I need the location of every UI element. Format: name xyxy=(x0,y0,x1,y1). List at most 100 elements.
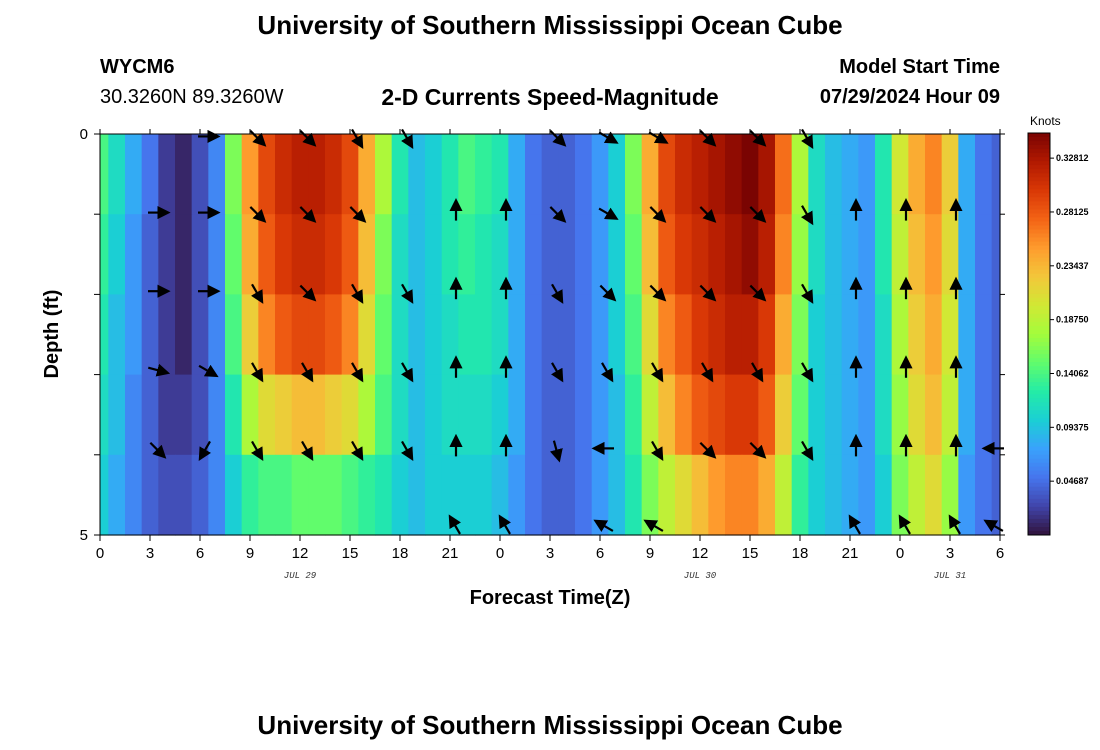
heatmap-cell xyxy=(458,374,476,456)
heatmap-cell xyxy=(658,134,676,215)
heatmap-cell xyxy=(575,134,593,215)
colorbar-segment xyxy=(1028,374,1050,379)
heatmap-cell xyxy=(258,214,276,295)
heatmap-cell xyxy=(908,294,926,376)
heatmap-cell xyxy=(641,214,659,295)
heatmap-cell xyxy=(541,294,559,376)
heatmap-cell xyxy=(975,134,993,215)
heatmap-cell xyxy=(341,294,359,376)
current-arrow xyxy=(650,440,664,462)
colorbar-segment xyxy=(1028,414,1050,419)
heatmap-cell xyxy=(958,214,976,295)
heatmap-cell xyxy=(208,214,226,295)
current-arrow xyxy=(598,207,619,220)
current-arrow xyxy=(800,440,814,462)
current-arrow xyxy=(400,128,414,150)
heatmap-cell xyxy=(575,374,593,456)
heatmap-cell xyxy=(491,454,509,536)
heatmap-cell xyxy=(191,294,209,376)
current-arrow xyxy=(299,284,317,302)
heatmap-cell xyxy=(758,374,776,456)
heatmap-cell xyxy=(291,134,309,215)
current-arrow xyxy=(699,441,717,459)
heatmap-cell xyxy=(741,134,759,215)
heatmap-cell xyxy=(758,214,776,295)
heatmap-cell xyxy=(691,374,709,456)
colorbar-segment xyxy=(1028,229,1050,234)
colorbar-segment xyxy=(1028,406,1050,411)
colorbar-segment xyxy=(1028,358,1050,363)
colorbar-segment xyxy=(1028,370,1050,375)
date-label: JUL 29 xyxy=(284,571,317,581)
colorbar-segment xyxy=(1028,213,1050,218)
heatmap-cell xyxy=(708,214,726,295)
heatmap-cell xyxy=(641,454,659,536)
current-arrow xyxy=(800,362,814,383)
heatmap-cell xyxy=(858,214,876,295)
colorbar-segment xyxy=(1028,153,1050,158)
x-tick-label: 0 xyxy=(896,545,904,562)
heatmap-cell xyxy=(100,454,109,536)
colorbar: 0.32812 0.28125 0.23437 0.18750 0.14062 0.093… xyxy=(1027,132,1089,536)
heatmap-cell xyxy=(958,374,976,456)
current-arrow xyxy=(299,129,317,147)
colorbar-segment xyxy=(1028,434,1050,440)
colorbar-segment xyxy=(1028,193,1050,198)
colorbar-segment xyxy=(1028,297,1050,303)
heatmap-cell xyxy=(275,374,293,456)
heatmap-cell xyxy=(675,374,693,456)
heatmap-cell xyxy=(708,374,726,456)
heatmap-cell xyxy=(991,454,1001,536)
current-arrow xyxy=(800,128,814,150)
current-arrow xyxy=(350,283,364,304)
heatmap-cell xyxy=(541,454,559,536)
colorbar-unit: Knots xyxy=(1030,114,1061,128)
colorbar-segment xyxy=(1028,502,1050,508)
colorbar-segment xyxy=(1028,458,1050,464)
heatmap-cell xyxy=(425,134,443,215)
heatmap-cell xyxy=(175,454,193,536)
current-arrow xyxy=(498,514,512,535)
heatmap-cell xyxy=(991,214,1001,295)
heatmap-cell xyxy=(408,214,426,295)
colorbar-segment xyxy=(1028,494,1050,500)
current-arrow xyxy=(198,364,219,378)
colorbar-segment xyxy=(1028,133,1050,138)
heatmap-cell xyxy=(208,454,226,536)
colorbar-segment xyxy=(1028,338,1050,343)
heatmap-cell xyxy=(608,134,626,215)
colorbar-segment xyxy=(1028,301,1050,307)
heatmap-cell xyxy=(741,214,759,295)
heatmap-cell xyxy=(175,214,193,295)
colorbar-segment xyxy=(1028,518,1050,524)
heatmap-cell xyxy=(375,214,393,295)
current-arrow xyxy=(699,206,717,223)
colorbar-segment xyxy=(1028,173,1050,178)
colorbar-segment xyxy=(1028,482,1050,488)
heatmap-cell xyxy=(925,214,943,295)
heatmap-cell xyxy=(791,134,809,215)
heatmap-cell xyxy=(508,454,526,536)
heatmap-cell xyxy=(141,294,159,376)
heatmap-cell xyxy=(458,454,476,536)
heatmap-cell xyxy=(658,374,676,456)
colorbar-segment xyxy=(1028,197,1050,202)
heatmap-cell xyxy=(100,294,109,376)
heatmap-cell xyxy=(391,454,409,536)
heatmap-cell xyxy=(775,214,793,295)
heatmap-cell xyxy=(225,214,243,295)
heatmap-cell xyxy=(408,374,426,456)
heatmap-cell xyxy=(958,134,976,215)
colorbar-segment xyxy=(1028,305,1050,311)
colorbar-segment xyxy=(1028,430,1050,435)
colorbar-segment xyxy=(1028,426,1050,431)
current-arrow xyxy=(898,514,912,535)
heatmap-cell xyxy=(358,374,376,456)
heatmap-cell xyxy=(375,134,393,215)
heatmap-cell xyxy=(441,134,459,215)
heatmap-cell xyxy=(175,294,193,376)
colorbar-segment xyxy=(1028,257,1050,263)
colorbar-segment xyxy=(1028,478,1050,484)
current-arrow xyxy=(643,519,664,532)
current-arrow xyxy=(350,440,364,462)
